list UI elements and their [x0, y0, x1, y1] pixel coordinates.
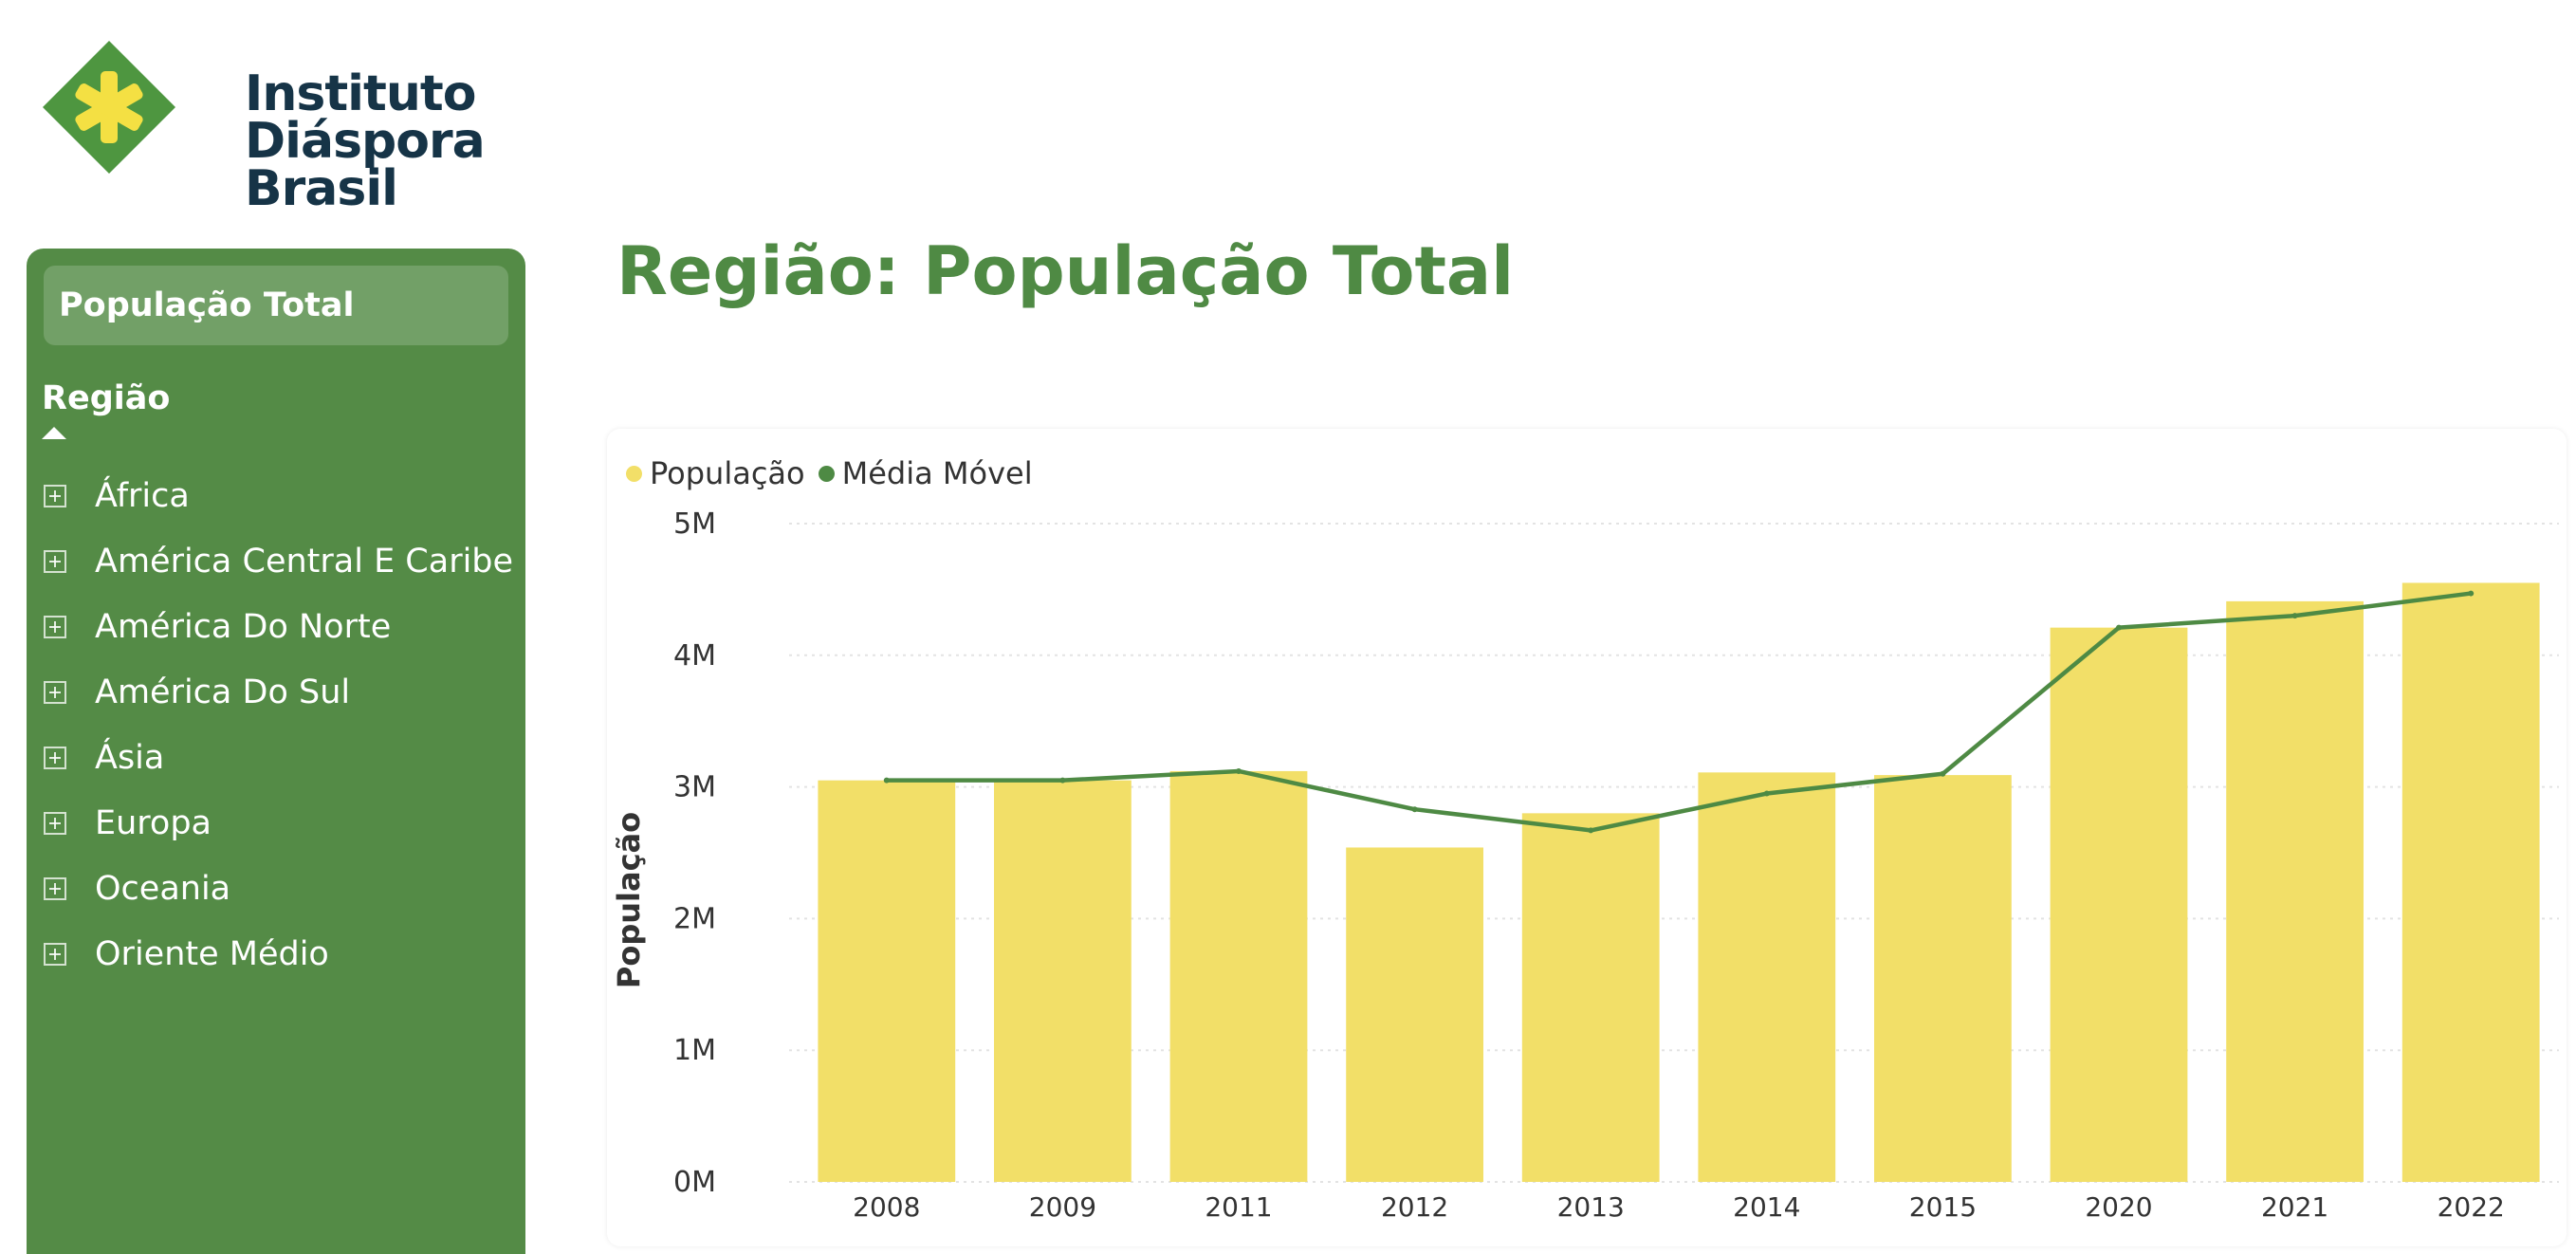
x-tick-label: 2012 — [1381, 1191, 1448, 1223]
region-label: América Do Sul — [95, 673, 351, 711]
region-item-asia[interactable]: Ásia — [44, 725, 513, 790]
bar-2009[interactable] — [994, 780, 1132, 1182]
x-tick-label: 2009 — [1029, 1191, 1096, 1223]
diamond-asterisk-logo-icon — [43, 41, 175, 174]
x-tick-label: 2014 — [1733, 1191, 1800, 1223]
y-tick-label: 4M — [673, 639, 716, 673]
y-tick-label: 1M — [673, 1034, 716, 1067]
plus-square-icon[interactable] — [44, 746, 66, 769]
region-item-oriente-medio[interactable]: Oriente Médio — [44, 921, 513, 987]
region-label: Oceania — [95, 869, 231, 908]
moving-average-point-2008[interactable] — [883, 777, 890, 784]
logo-line-2: Diáspora — [245, 113, 486, 170]
moving-average-point-2014[interactable] — [1763, 790, 1770, 797]
y-tick-label: 5M — [673, 507, 716, 541]
x-tick-label: 2015 — [1909, 1191, 1977, 1223]
bar-2013[interactable] — [1521, 813, 1660, 1182]
plus-square-icon[interactable] — [44, 680, 66, 704]
region-item-america-do-sul[interactable]: América Do Sul — [44, 659, 513, 725]
region-item-africa[interactable]: África — [44, 463, 513, 528]
region-label: América Do Norte — [95, 607, 392, 646]
region-label: Europa — [95, 803, 212, 842]
legend-dot-media-movel — [818, 465, 835, 482]
bar-2021[interactable] — [2226, 600, 2364, 1182]
bar-2011[interactable] — [1169, 770, 1308, 1182]
region-item-america-do-norte[interactable]: América Do Norte — [44, 594, 513, 659]
plus-square-icon[interactable] — [44, 549, 66, 573]
bar-2020[interactable] — [2050, 627, 2188, 1182]
bar-2015[interactable] — [1874, 775, 2012, 1182]
logo-line-3: Brasil — [245, 160, 398, 217]
region-item-oceania[interactable]: Oceania — [44, 856, 513, 921]
legend-label-populacao: População — [650, 455, 805, 491]
measure-button-populacao-total[interactable]: População Total — [44, 266, 508, 345]
moving-average-point-2012[interactable] — [1411, 806, 1418, 813]
plus-square-icon[interactable] — [44, 942, 66, 966]
region-item-europa[interactable]: Europa — [44, 790, 513, 856]
bars — [818, 582, 2540, 1182]
moving-average-polyline[interactable] — [886, 591, 2472, 833]
logo: Instituto Diáspora Brasil — [38, 36, 486, 213]
legend-item-populacao[interactable]: População — [626, 455, 805, 491]
legend-dot-populacao — [626, 465, 642, 482]
plus-square-icon[interactable] — [44, 811, 66, 835]
x-axis: 2008 2009 2011 2012 2013 2014 2015 2020 2021 2022 — [853, 1191, 2505, 1223]
region-item-america-central-e-caribe[interactable]: América Central E Caribe — [44, 528, 513, 594]
bar-2008[interactable] — [818, 780, 956, 1182]
y-tick-label: 2M — [673, 902, 716, 935]
region-label: América Central E Caribe — [95, 542, 514, 581]
logo-line-1: Instituto — [245, 65, 476, 122]
region-label: Oriente Médio — [95, 934, 329, 973]
plus-square-icon[interactable] — [44, 876, 66, 900]
legend-item-media-movel[interactable]: Média Móvel — [818, 455, 1033, 491]
region-list: África América Central E Caribe América … — [44, 463, 513, 987]
sort-ascending-icon[interactable] — [42, 427, 66, 439]
region-column-header[interactable]: Região — [42, 379, 171, 417]
bar-2022[interactable] — [2401, 582, 2540, 1182]
region-label: África — [95, 476, 190, 515]
x-tick-label: 2011 — [1205, 1191, 1272, 1223]
moving-average-point-2013[interactable] — [1588, 827, 1594, 834]
bar-2014[interactable] — [1698, 772, 1836, 1182]
bar-2012[interactable] — [1346, 847, 1483, 1182]
moving-average-point-2015[interactable] — [1940, 770, 1946, 777]
moving-average-point-2020[interactable] — [2116, 624, 2122, 631]
moving-average-line — [883, 590, 2475, 834]
moving-average-point-2011[interactable] — [1236, 767, 1242, 774]
plus-square-icon[interactable] — [44, 484, 66, 507]
region-label: Ásia — [95, 738, 165, 777]
sidebar: População Total Região África América Ce… — [27, 249, 525, 1254]
logo-text: Instituto Diáspora Brasil — [245, 65, 486, 217]
x-tick-label: 2021 — [2261, 1191, 2328, 1223]
moving-average-point-2021[interactable] — [2291, 613, 2298, 619]
y-tick-label: 3M — [673, 771, 716, 804]
x-tick-label: 2020 — [2085, 1191, 2152, 1223]
y-tick-label: 0M — [673, 1166, 716, 1199]
y-axis: 0M 1M 2M 3M 4M 5M — [673, 507, 716, 1199]
population-chart: 0M 1M 2M 3M 4M 5M 2008 2009 2011 2012 2013 2014 201… — [611, 507, 2559, 1223]
plus-square-icon[interactable] — [44, 615, 66, 638]
moving-average-point-2022[interactable] — [2468, 590, 2475, 597]
moving-average-point-2009[interactable] — [1059, 777, 1066, 784]
chart-legend: População Média Móvel — [626, 455, 1046, 491]
x-tick-label: 2008 — [853, 1191, 920, 1223]
page-title: Região: População Total — [616, 232, 1515, 310]
legend-label-media-movel: Média Móvel — [841, 455, 1033, 491]
x-tick-label: 2013 — [1557, 1191, 1625, 1223]
y-axis-title: População — [611, 812, 647, 988]
x-tick-label: 2022 — [2438, 1191, 2505, 1223]
